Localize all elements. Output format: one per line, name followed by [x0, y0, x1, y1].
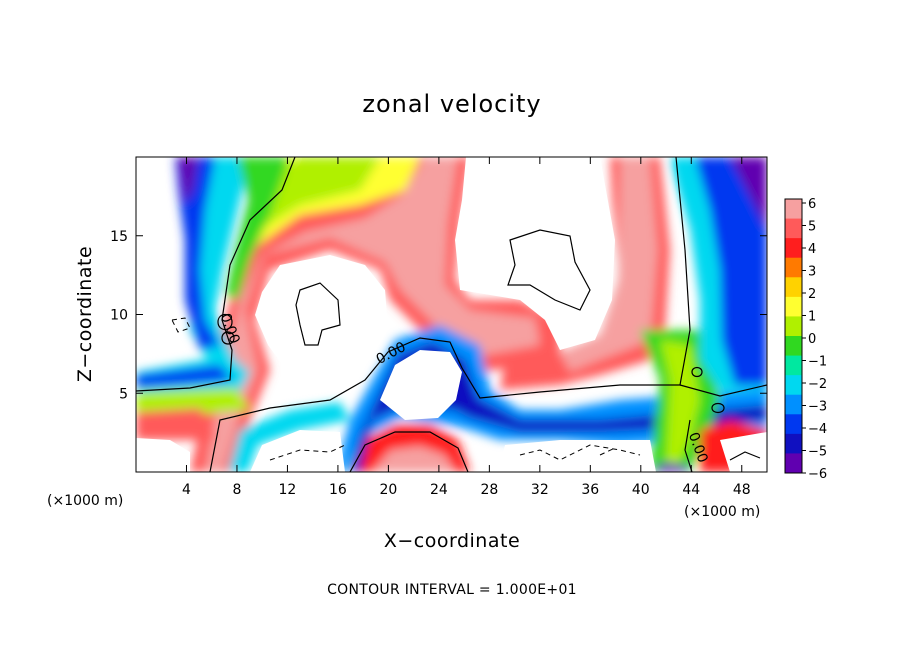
no-data-region: [255, 255, 388, 375]
colorbar-swatch: [785, 218, 802, 239]
field-band: [190, 157, 560, 472]
colorbar-label: 6: [808, 197, 816, 212]
colorbar-label: −1: [808, 355, 827, 370]
x-tick-label: 40: [632, 482, 650, 498]
no-data-region: [136, 438, 190, 472]
colorbar-swatch: [785, 277, 802, 298]
contour-line-negative: [269, 444, 346, 461]
field-band: [175, 157, 220, 350]
contour-line: [507, 229, 591, 311]
x-unit-label-right: (×1000 m): [684, 504, 760, 520]
contour-interval-note: CONTOUR INTERVAL = 1.000E+01: [327, 582, 577, 598]
colorbar-label: 5: [808, 220, 816, 235]
no-data-region: [720, 432, 767, 472]
colorbar-label: 2: [808, 287, 816, 302]
contour-line-negative: [519, 444, 641, 461]
colorbar-swatch: [785, 257, 802, 278]
contour-line: [217, 313, 233, 331]
field-band: [372, 446, 455, 472]
contour-line: [729, 451, 761, 461]
field-band: [136, 365, 232, 388]
contour-line: [295, 282, 341, 346]
colorbar-swatch: [785, 355, 802, 376]
x-axis-label: X−coordinate: [384, 530, 520, 552]
colorbar-swatch: [785, 414, 802, 435]
colorbar-label: 1: [808, 310, 816, 325]
contour-line: [711, 402, 725, 414]
colorbar-swatch: [785, 296, 802, 317]
y-axis-ticks: 5 10 15: [110, 229, 767, 402]
colorbar-label: −4: [808, 422, 827, 437]
x-tick-label: 20: [379, 482, 397, 498]
contour-line: [684, 419, 693, 472]
contour-line: [209, 157, 691, 472]
y-axis-label: Z−coordinate: [74, 246, 96, 382]
colorbar-swatch: [785, 394, 802, 415]
contour-lines: [136, 157, 767, 472]
colorbar-swatch: [785, 433, 802, 454]
field-band: [660, 340, 700, 472]
x-tick-label: 12: [279, 482, 297, 498]
y-tick-label: 5: [119, 386, 128, 402]
colorbar-swatch: [785, 199, 802, 220]
chart-title: zonal velocity: [362, 90, 541, 118]
x-tick-label: 44: [682, 482, 700, 498]
x-unit-label-left: (×1000 m): [47, 493, 123, 509]
field-band: [178, 157, 198, 205]
field-band: [226, 157, 290, 300]
velocity-field: [136, 157, 767, 472]
y-tick-label: 15: [110, 229, 128, 245]
field-band: [228, 402, 350, 472]
y-tick-label: 10: [110, 308, 128, 324]
colorbar-swatch: [785, 336, 802, 357]
x-axis-ticks: 4 8 12 16 20 24 28 32 36 40 44 48: [182, 157, 751, 498]
contour-line-negative: [599, 447, 616, 456]
colorbar-label: −2: [808, 377, 827, 392]
field-band: [730, 157, 767, 230]
no-data-region: [455, 157, 615, 350]
colorbar: 6 5 4 3 2 1 0 −1 −2 −3 −4 −5 −6: [784, 197, 827, 482]
x-tick-label: 32: [531, 482, 549, 498]
x-tick-label: 16: [329, 482, 347, 498]
plot-area: 0.000.000.00 4 8 12 16 20 24 28 32 36 40 44 48 5101…: [110, 156, 768, 498]
colorbar-label: −5: [808, 445, 827, 460]
field-band: [695, 157, 767, 385]
colorbar-swatch: [785, 375, 802, 396]
colorbar-label: 0: [808, 332, 816, 347]
x-tick-label: 4: [182, 482, 191, 498]
colorbar-swatch: [785, 316, 802, 337]
x-tick-label: 36: [581, 482, 599, 498]
field-band: [170, 418, 215, 440]
colorbar-swatch: [785, 238, 802, 259]
colorbar-swatch: [785, 453, 802, 474]
colorbar-label: 4: [808, 242, 816, 257]
no-data-region: [380, 350, 462, 420]
x-tick-label: 28: [480, 482, 498, 498]
contour-line: [221, 331, 235, 345]
x-tick-label: 24: [430, 482, 448, 498]
colorbar-label: −3: [808, 400, 827, 415]
x-tick-label: 48: [733, 482, 751, 498]
contour-line: [136, 157, 296, 392]
x-tick-label: 8: [232, 482, 241, 498]
colorbar-label: 3: [808, 265, 816, 280]
colorbar-label: −6: [808, 467, 827, 482]
colorbar-frame: [784, 198, 803, 474]
contour-line: [691, 366, 703, 378]
field-band: [560, 157, 658, 372]
contour-line: [349, 431, 469, 472]
field-band: [205, 157, 540, 472]
field-band: [650, 462, 690, 472]
contour-line: [679, 384, 767, 397]
no-data-region: [498, 440, 656, 472]
